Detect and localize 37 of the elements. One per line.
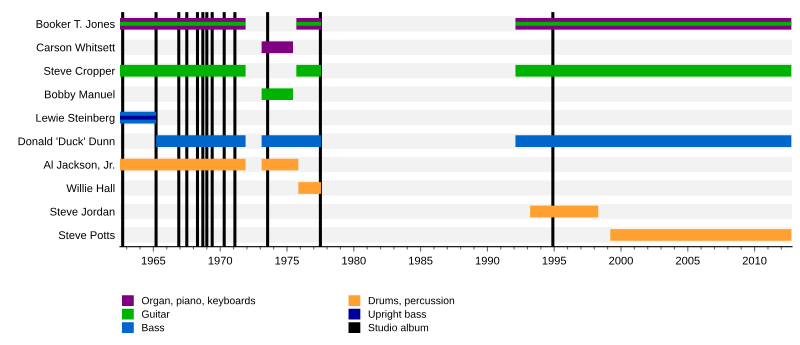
bar — [120, 116, 156, 120]
bar — [120, 64, 246, 77]
y-tick-label: Bobby Manuel — [45, 90, 114, 101]
y-tick-label: Steve Potts — [58, 231, 115, 240]
y-tick-label: Willie Hall — [66, 184, 114, 192]
legend-label: Studio album — [368, 324, 428, 332]
legend-label: Upright bass — [368, 310, 426, 320]
y-tick-label: Donald 'Duck' Dunn — [18, 137, 114, 146]
bar — [610, 229, 792, 241]
x-tick-label: 2005 — [676, 256, 700, 265]
bar — [298, 182, 322, 194]
x-tick-label: 1995 — [542, 256, 566, 265]
bar — [120, 158, 246, 170]
y-tick-label: Lewie Steinberg — [36, 114, 114, 124]
bar — [262, 41, 294, 54]
legend-label: Guitar — [142, 310, 170, 318]
y-tick-label: Steve Jordan — [50, 207, 114, 216]
bar — [262, 135, 322, 147]
x-tick-label: 1970 — [208, 256, 232, 265]
bar — [262, 158, 298, 170]
x-tick-label: 2000 — [609, 256, 633, 265]
y-tick-label: Al Jackson, Jr. — [44, 160, 114, 170]
x-tick-label: 1975 — [275, 256, 299, 265]
bar — [156, 135, 246, 147]
x-tick-label: 2010 — [742, 256, 767, 265]
x-tick-label: 1985 — [409, 256, 432, 265]
y-tick-label: Booker T. Jones — [36, 20, 115, 28]
legend-label: Bass — [142, 324, 164, 332]
y-tick-label: Steve Cropper — [44, 66, 115, 78]
bar — [262, 88, 294, 100]
x-tick-label: 1965 — [142, 256, 166, 265]
legend-label: Drums, percussion — [368, 296, 454, 306]
x-tick-label: 1990 — [476, 256, 500, 265]
y-tick-label: Carson Whitsett — [36, 43, 116, 52]
x-tick-label: 1980 — [342, 256, 366, 265]
legend-label: Organ, piano, keyboards — [142, 296, 256, 306]
bar — [530, 206, 598, 218]
